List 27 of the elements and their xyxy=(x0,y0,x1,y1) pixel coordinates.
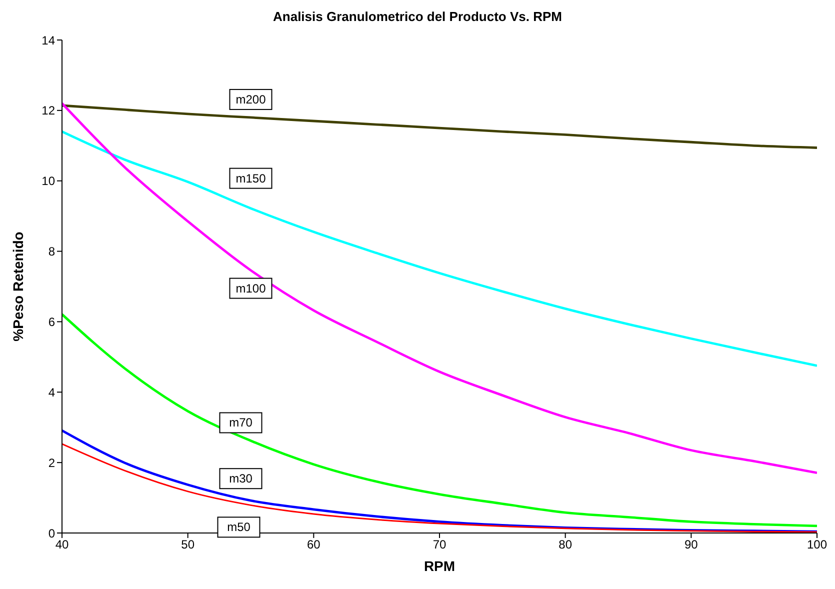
y-axis-title: %Peso Retenido xyxy=(10,232,26,342)
y-tick-label: 12 xyxy=(42,104,56,118)
x-tick-label: 50 xyxy=(181,538,195,552)
x-axis-title: RPM xyxy=(424,558,456,574)
y-tick-label: 4 xyxy=(48,385,56,400)
line-series xyxy=(62,130,817,367)
series-label: m200 xyxy=(236,92,266,106)
series-label: m70 xyxy=(229,416,253,430)
x-tick-label: 60 xyxy=(306,538,321,552)
x-tick-label: 70 xyxy=(432,538,446,552)
x-tick-label: 40 xyxy=(55,538,69,552)
y-tick-label: 8 xyxy=(48,244,56,259)
series-label: m100 xyxy=(236,281,266,296)
series-label: m150 xyxy=(236,171,266,186)
line-series xyxy=(62,104,817,149)
x-tick-label: 90 xyxy=(684,538,698,552)
x-tick-label: 100 xyxy=(806,538,828,552)
series-label: m50 xyxy=(227,520,251,534)
y-tick-label: 6 xyxy=(48,314,56,329)
y-tick-label: 0 xyxy=(48,526,56,540)
y-tick-label: 14 xyxy=(42,33,56,48)
series-label: m30 xyxy=(229,472,253,486)
y-tick-label: 10 xyxy=(42,174,56,188)
y-tick-label: 2 xyxy=(48,456,56,470)
line-series xyxy=(62,102,817,474)
chart-title: Analisis Granulometrico del Producto Vs. RPM xyxy=(272,8,563,26)
x-tick-label: 80 xyxy=(558,538,572,552)
